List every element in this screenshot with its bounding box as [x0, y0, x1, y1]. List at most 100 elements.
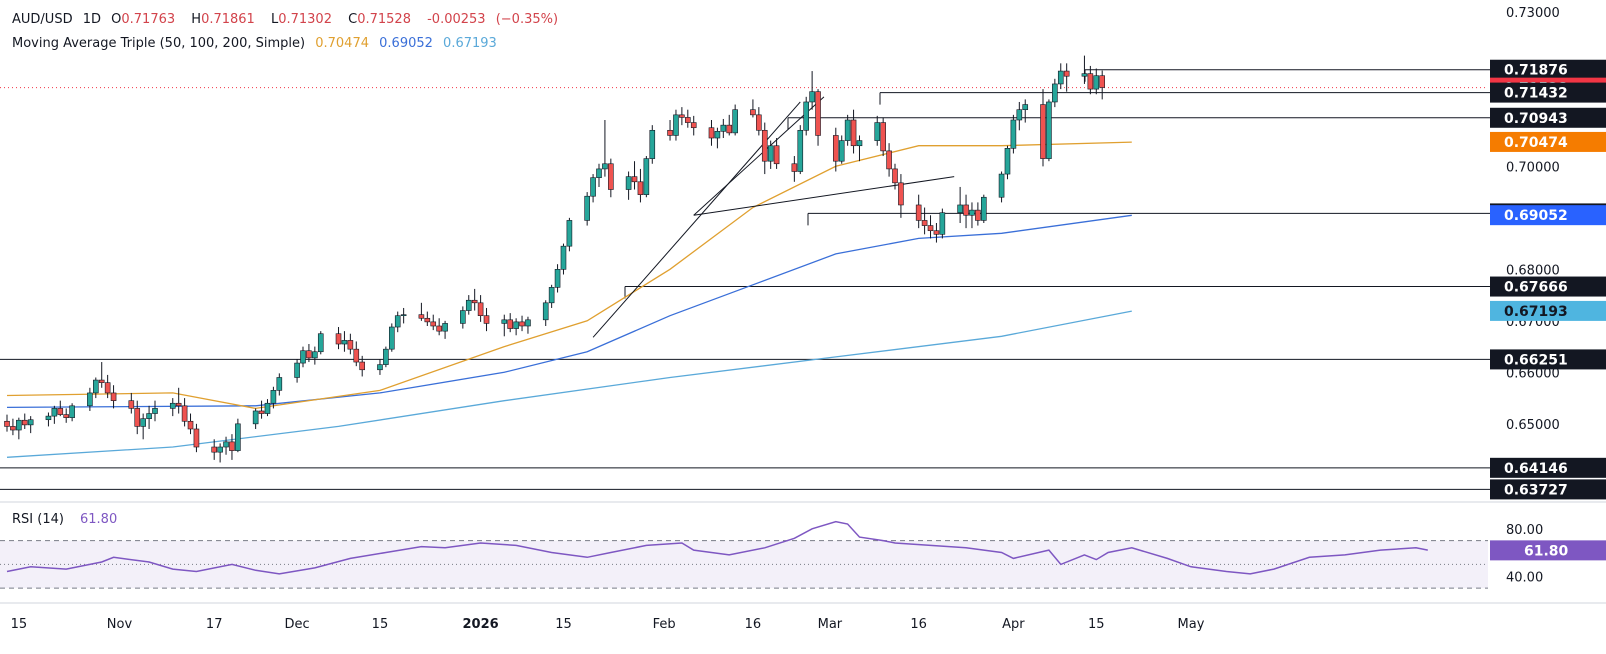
ma100-value: 0.69052	[379, 36, 433, 51]
candle-body	[542, 302, 549, 321]
price-level-label: 0.70943	[1504, 111, 1568, 127]
candle-body	[844, 119, 851, 141]
candle-body	[1022, 104, 1029, 110]
ohlc-legend: AUD/USD 1D O0.71763 H0.71861 L0.71302 C0…	[12, 12, 564, 27]
price-level-label: 0.70474	[1504, 135, 1568, 151]
trend-line	[693, 96, 825, 216]
candle-body	[460, 310, 466, 324]
candle-body	[519, 321, 525, 327]
candle-body	[235, 423, 241, 451]
symbol-label: AUD/USD	[12, 12, 73, 27]
ma-legend: Moving Average Triple (50, 100, 200, Sim…	[12, 36, 503, 51]
rsi-title-value: 61.80	[80, 512, 117, 527]
candle-body	[57, 408, 64, 415]
candle-body	[975, 209, 981, 221]
candle-body	[1081, 73, 1088, 77]
candle-body	[353, 348, 360, 363]
x-tick-label: 16	[745, 617, 762, 632]
candle-body	[394, 315, 401, 328]
candle-body	[525, 319, 531, 327]
candle-body	[1046, 101, 1052, 159]
y-tick-label: 0.65000	[1506, 418, 1560, 433]
candle-body	[732, 109, 738, 134]
candle-body	[773, 145, 780, 165]
candle-body	[602, 163, 608, 170]
candle-body	[548, 287, 555, 304]
price-level-label: 0.63727	[1504, 482, 1568, 498]
y-tick-label: 0.70000	[1506, 160, 1560, 175]
candle-body	[750, 109, 756, 116]
y-tick-label: 0.73000	[1506, 6, 1560, 21]
y-tick-label: 0.66000	[1506, 366, 1560, 381]
candle-body	[560, 245, 567, 270]
change-value: -0.00253	[427, 12, 486, 27]
ma200-value: 0.67193	[443, 36, 497, 51]
price-level-label: 0.71876	[1504, 63, 1568, 79]
candle-body	[264, 402, 271, 414]
candle-body	[175, 402, 182, 407]
candle-body	[51, 408, 58, 417]
x-tick-label: 2026	[463, 617, 499, 632]
candle-body	[933, 230, 940, 235]
candle-body	[294, 362, 300, 378]
candle-body	[915, 204, 922, 221]
ma50-value: 0.70474	[315, 36, 369, 51]
candle-body	[187, 420, 194, 430]
candle-body	[507, 319, 514, 329]
price-level-label: 0.67666	[1504, 280, 1568, 296]
price-level-badge	[1490, 457, 1606, 478]
candle-body	[27, 419, 34, 426]
candle-body	[312, 351, 318, 359]
x-tick-label: Mar	[818, 617, 843, 632]
candle-body	[797, 129, 804, 172]
ma200-line	[6, 310, 1132, 458]
candle-body	[21, 419, 28, 426]
price-level-label: 0.64146	[1504, 461, 1568, 477]
price-level-label: 0.66251	[1504, 352, 1568, 368]
rsi-title: RSI (14)	[12, 512, 64, 527]
candle-body	[714, 131, 721, 139]
rsi-value-label: 61.80	[1524, 543, 1569, 559]
candle-body	[590, 177, 596, 197]
x-tick-label: Feb	[653, 617, 676, 632]
candle-body	[892, 168, 898, 184]
candle-body	[608, 163, 614, 190]
candle-body	[850, 119, 857, 147]
candle-body	[63, 414, 70, 418]
candle-body	[980, 196, 987, 221]
x-tick-label: 16	[910, 617, 927, 632]
candle-body	[963, 204, 969, 216]
x-tick-label: 17	[206, 617, 223, 632]
candle-body	[383, 348, 389, 365]
candle-body	[477, 302, 484, 316]
candle-body	[10, 426, 16, 431]
rsi-value-badge	[1490, 540, 1606, 561]
price-level-badge	[1490, 205, 1606, 226]
rsi-line	[6, 520, 1428, 575]
rsi-y-tick-label: 40.00	[1506, 570, 1543, 585]
candle-body	[880, 122, 886, 152]
candle-body	[643, 158, 650, 195]
candle-body	[803, 101, 810, 131]
candle-body	[791, 163, 798, 172]
candle-body	[400, 314, 407, 316]
candle-body	[128, 400, 135, 409]
candle-body	[1016, 109, 1023, 121]
interval-label: 1D	[82, 12, 101, 27]
candle-body	[957, 204, 963, 213]
candle-body	[756, 114, 762, 131]
candle-body	[359, 361, 366, 371]
candle-body	[625, 176, 632, 190]
candle-body	[649, 129, 656, 159]
candle-body	[347, 340, 354, 350]
candle-body	[442, 323, 448, 332]
candle-body	[856, 140, 863, 147]
trend-line	[693, 176, 955, 216]
candle-body	[223, 441, 229, 448]
x-tick-label: May	[1178, 617, 1205, 632]
candle-body	[300, 350, 306, 364]
candle-body	[584, 195, 590, 221]
price-level-label: 0.71432	[1504, 86, 1568, 102]
